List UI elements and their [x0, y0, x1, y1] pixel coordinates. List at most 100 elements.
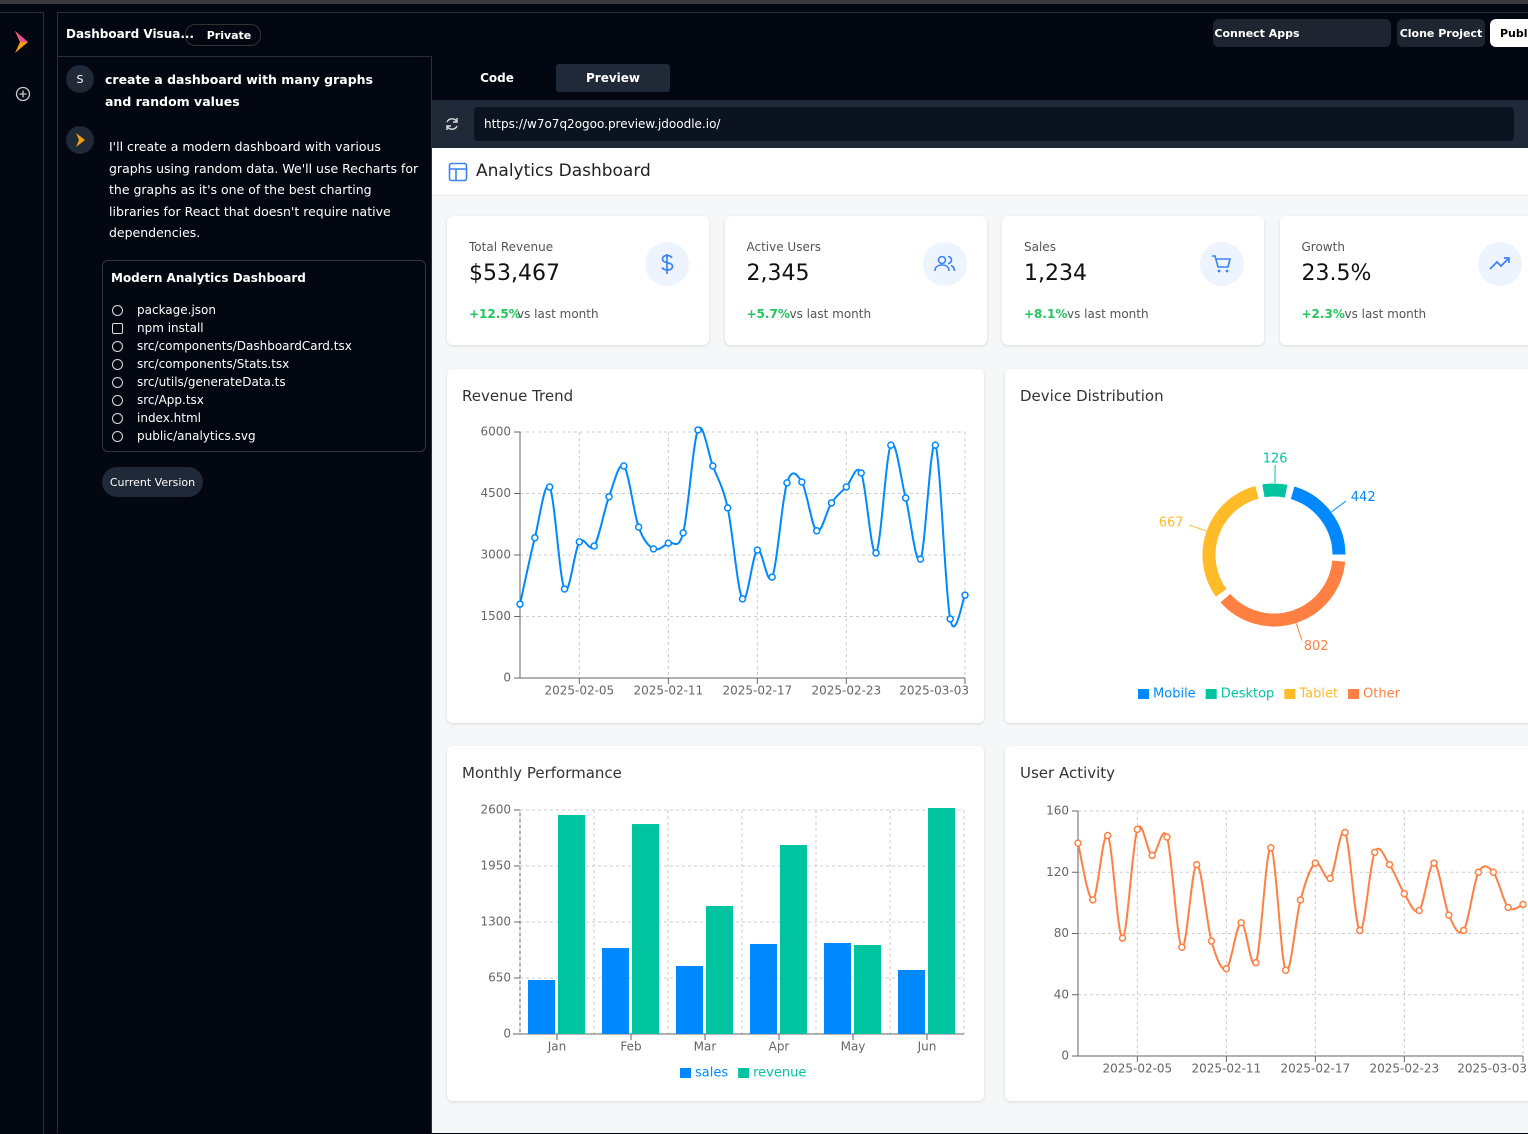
- bar: [854, 945, 881, 1034]
- bar: [558, 815, 585, 1034]
- point: [1312, 860, 1318, 866]
- label-line: [1332, 501, 1346, 512]
- dashboard-icon: [448, 162, 468, 182]
- file-icon: [112, 395, 123, 406]
- point: [532, 535, 538, 541]
- x-tick-label: 2025-02-05: [1102, 1062, 1172, 1076]
- wedge: [1290, 486, 1346, 555]
- clone-button[interactable]: Clone Project: [1397, 19, 1485, 47]
- x-tick-label: 2025-02-23: [1369, 1062, 1439, 1076]
- point: [606, 494, 612, 500]
- x-tick-label: Jan: [547, 1040, 567, 1054]
- icon: [645, 242, 689, 286]
- code-tab[interactable]: Code: [450, 64, 544, 92]
- y-tick-label: 6000: [480, 425, 511, 439]
- point: [1461, 927, 1467, 933]
- y-tick-label: 1950: [480, 859, 511, 873]
- stat-icon: [1200, 242, 1244, 286]
- bar: [528, 980, 555, 1034]
- icon: [923, 242, 967, 286]
- stat-label: Active Users: [747, 240, 822, 254]
- bar: [706, 906, 733, 1034]
- legend-label: revenue: [753, 1066, 806, 1081]
- point: [547, 484, 553, 490]
- stat-icon: [1478, 242, 1522, 286]
- url-input[interactable]: https://w7o7q2ogoo.preview.jdoodle.io/: [474, 107, 1514, 141]
- point: [1179, 944, 1185, 950]
- y-tick-label: 0: [503, 671, 511, 685]
- x-tick-label: 2025-02-05: [544, 684, 614, 698]
- x-tick-label: 2025-02-23: [811, 684, 881, 698]
- y-tick-label: 2600: [480, 803, 511, 817]
- point: [680, 530, 686, 536]
- artifact-title: Modern Analytics Dashboard: [111, 271, 306, 285]
- url-bar: https://w7o7q2ogoo.preview.jdoodle.io/: [432, 100, 1528, 148]
- file-icon: [112, 341, 123, 352]
- y-tick-label: 3000: [480, 548, 511, 562]
- stat-icon: [645, 242, 689, 286]
- stat-label: Sales: [1024, 240, 1056, 254]
- point: [947, 616, 953, 622]
- preview-tab[interactable]: Preview: [556, 64, 670, 92]
- point: [740, 596, 746, 602]
- point: [1505, 904, 1511, 910]
- file-icon: [112, 377, 123, 388]
- wedge: [1262, 483, 1288, 498]
- legend-swatch: [1138, 689, 1149, 699]
- bar: [898, 970, 925, 1034]
- point: [651, 546, 657, 552]
- point: [1090, 897, 1096, 903]
- point: [769, 574, 775, 580]
- legend-swatch: [1284, 689, 1295, 699]
- connect-apps-button[interactable]: Connect Apps: [1213, 19, 1391, 47]
- preview-panel: Code Preview https://w7o7q2ogoo.preview.…: [431, 56, 1528, 1133]
- point: [710, 463, 716, 469]
- stat-label: Total Revenue: [469, 240, 553, 254]
- refresh-button[interactable]: [444, 116, 460, 132]
- point: [562, 586, 568, 592]
- window-edge: [0, 0, 1528, 4]
- file-icon: [112, 305, 123, 316]
- stat-note: vs last month: [517, 307, 599, 321]
- point: [1134, 826, 1140, 832]
- stat-note: vs last month: [1345, 307, 1427, 321]
- visibility-badge[interactable]: Private: [185, 24, 261, 46]
- point: [1194, 862, 1200, 868]
- stat-note: vs last month: [790, 307, 872, 321]
- legend-label: Desktop: [1221, 687, 1275, 702]
- point: [754, 547, 760, 553]
- file-item: npm install: [112, 319, 352, 337]
- project-title[interactable]: Dashboard Visua...: [66, 27, 194, 41]
- point: [1372, 849, 1378, 855]
- stat-change: +12.5%: [469, 307, 521, 321]
- stat-label: Growth: [1302, 240, 1345, 254]
- assistant-logo: [66, 126, 94, 154]
- point: [843, 484, 849, 490]
- y-tick-label: 40: [1054, 987, 1069, 1001]
- data-label: 667: [1159, 515, 1184, 530]
- publish-button[interactable]: Publis: [1490, 19, 1528, 47]
- bar: [602, 948, 629, 1034]
- x-tick-label: Apr: [769, 1040, 790, 1054]
- y-tick-label: 120: [1046, 865, 1069, 879]
- new-button[interactable]: [15, 86, 31, 102]
- stat-change: +5.7%: [747, 307, 790, 321]
- legend-swatch: [1348, 689, 1359, 699]
- point: [1342, 829, 1348, 835]
- stat-change: +8.1%: [1024, 307, 1067, 321]
- version-button[interactable]: Current Version: [102, 467, 203, 497]
- dashboard-title: Analytics Dashboard: [476, 161, 651, 181]
- y-tick-label: 160: [1046, 804, 1069, 818]
- point: [576, 539, 582, 545]
- y-tick-label: 1500: [480, 609, 511, 623]
- stat-value: 23.5%: [1302, 261, 1372, 286]
- stat-change: +2.3%: [1302, 307, 1345, 321]
- point: [636, 524, 642, 530]
